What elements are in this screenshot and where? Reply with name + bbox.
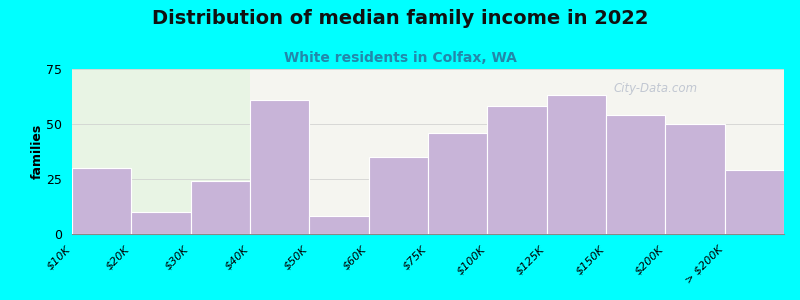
Bar xyxy=(606,115,666,234)
Bar xyxy=(250,69,784,234)
Bar xyxy=(250,100,310,234)
Y-axis label: families: families xyxy=(30,124,43,179)
Text: Distribution of median family income in 2022: Distribution of median family income in … xyxy=(152,9,648,28)
Bar xyxy=(546,95,606,234)
Bar xyxy=(428,133,487,234)
Text: City-Data.com: City-Data.com xyxy=(613,82,698,95)
Text: White residents in Colfax, WA: White residents in Colfax, WA xyxy=(283,51,517,65)
Bar xyxy=(666,124,725,234)
Bar xyxy=(725,170,784,234)
Bar xyxy=(72,69,250,234)
Bar xyxy=(310,216,369,234)
Bar xyxy=(131,212,190,234)
Bar xyxy=(72,168,131,234)
Bar xyxy=(190,181,250,234)
Bar xyxy=(487,106,546,234)
Bar xyxy=(369,157,428,234)
